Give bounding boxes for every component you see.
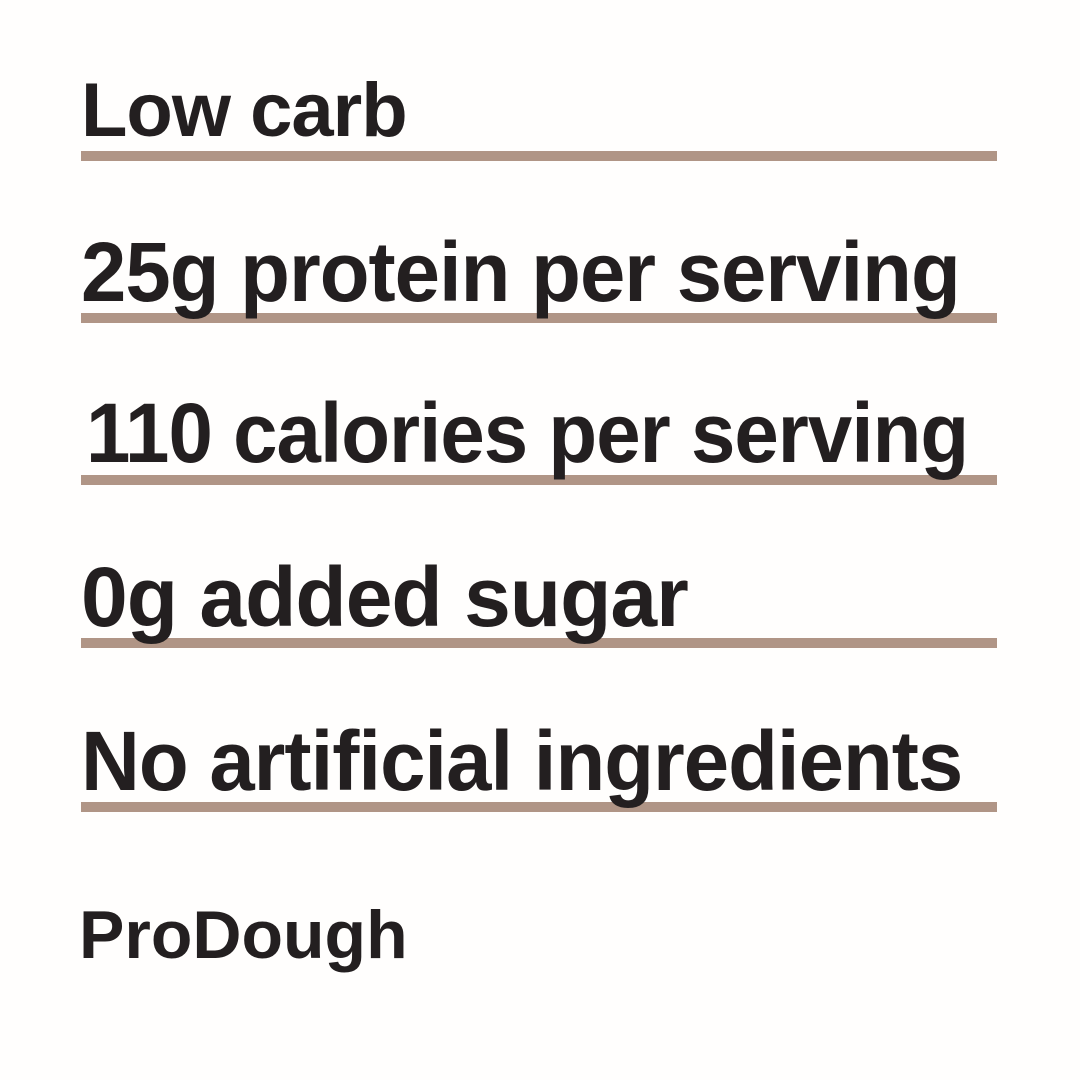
claim-underline-added-sugar	[81, 638, 997, 648]
claim-added-sugar: 0g added sugar	[81, 550, 689, 644]
claim-underline-low-carb	[81, 151, 997, 161]
claim-no-artificial-ingredients: No artificial ingredients	[81, 714, 963, 808]
claim-underline-protein	[81, 313, 997, 323]
brand-logo-prodough: ProDough	[79, 897, 408, 973]
claim-underline-calories	[81, 475, 997, 485]
claim-protein-per-serving: 25g protein per serving	[81, 225, 961, 319]
claim-underline-no-artificial	[81, 802, 997, 812]
claim-calories-per-serving: 110 calories per serving	[86, 386, 969, 480]
claim-low-carb: Low carb	[81, 68, 408, 153]
